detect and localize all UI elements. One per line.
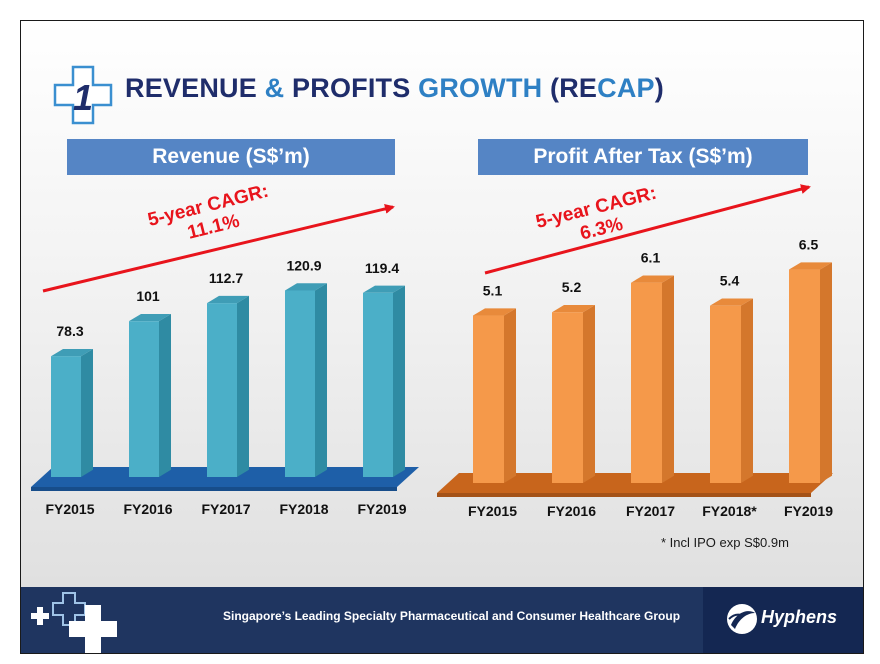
title-part-5: CAP [597, 73, 655, 103]
data-label: 78.3 [56, 323, 83, 339]
bar-top [129, 313, 171, 322]
bar-top [552, 305, 595, 313]
footer: Singapore’s Leading Specialty Pharmaceut… [21, 587, 863, 653]
title-part-0: REVENUE [125, 73, 257, 103]
brand-logo: Hyphens [703, 587, 863, 653]
bar [710, 298, 753, 483]
bar-top [473, 308, 516, 316]
bar [51, 348, 93, 477]
title-part-1: & [256, 73, 293, 103]
bar [473, 308, 516, 483]
profit-chart-title: Profit After Tax (S$’m) [478, 139, 808, 175]
bar-top [207, 295, 249, 304]
data-label: 120.9 [286, 257, 321, 273]
title-part-3: GROWTH [418, 73, 551, 103]
bar-side [820, 262, 832, 483]
profit-cagr-arrow [484, 184, 811, 275]
bar-front [285, 290, 315, 477]
cross-logo-icon [31, 592, 117, 653]
bar-front [710, 305, 741, 483]
category-label: FY2018* [702, 503, 757, 519]
bar-top [789, 262, 832, 270]
title-number: 1 [73, 77, 93, 118]
title-part-6: ) [654, 73, 664, 103]
category-label: FY2019 [357, 501, 406, 517]
data-label: 119.4 [365, 260, 399, 276]
page-title: REVENUE & PROFITS GROWTH (RECAP) [125, 73, 664, 104]
revenue-cagr-arrow [42, 204, 395, 293]
revenue-chart: 78.3 FY2015 101 FY2016 112.7 FY2017 120.9 FY201… [31, 257, 419, 517]
chart-floor-edge [437, 493, 811, 497]
category-label: FY2015 [45, 501, 94, 517]
bar [552, 305, 595, 483]
bar-front [363, 292, 393, 477]
category-label: FY2019 [784, 503, 833, 519]
category-label: FY2018 [279, 501, 328, 517]
category-label: FY2016 [123, 501, 172, 517]
bar-top [710, 298, 753, 306]
bar-side [741, 298, 753, 483]
data-label: 6.5 [799, 237, 819, 253]
bar-top [285, 283, 327, 291]
bar [363, 285, 405, 477]
bar-top [51, 348, 93, 357]
revenue-chart-title: Revenue (S$’m) [67, 139, 395, 175]
bar-side [583, 305, 595, 483]
bar [285, 283, 327, 477]
title-part-4: (RE [550, 73, 598, 103]
bar-front [129, 321, 159, 477]
bar-front [631, 282, 662, 483]
footnote: * Incl IPO exp S$0.9m [661, 535, 789, 550]
bar-side [662, 275, 674, 483]
bar-front [207, 303, 237, 477]
data-label: 5.2 [562, 279, 582, 295]
bar-side [393, 285, 405, 477]
bar [129, 313, 171, 477]
bar-charts: 78.3 FY2015 101 FY2016 112.7 FY2017 120.9 FY201… [31, 184, 833, 519]
hyphens-logo-icon [727, 604, 757, 634]
data-label: 112.7 [209, 270, 243, 286]
data-label: 101 [136, 288, 160, 304]
bar-front [473, 315, 504, 483]
bar [207, 295, 249, 477]
bar-side [504, 308, 516, 483]
category-label: FY2015 [468, 503, 517, 519]
bar-top [631, 275, 674, 283]
cross-number-icon: 1 [53, 65, 113, 125]
bar-front [789, 269, 820, 483]
bar-side [315, 283, 327, 477]
brand-name: Hyphens [761, 607, 838, 627]
chart-floor-edge [31, 487, 397, 491]
data-label: 5.4 [720, 273, 740, 289]
category-label: FY2017 [201, 501, 250, 517]
slide: 1 REVENUE & PROFITS GROWTH (RECAP) Reven… [20, 20, 864, 654]
profit-chart: 5.1 FY2015 5.2 FY2016 6.1 FY2017 5.4 FY2018* 6.5… [437, 237, 833, 519]
bar-side [237, 295, 249, 477]
bar-side [81, 348, 93, 477]
bar-front [552, 312, 583, 483]
bar-front [51, 356, 81, 477]
data-label: 6.1 [641, 250, 661, 266]
title-part-2: PROFITS [292, 73, 419, 103]
bar-side [159, 313, 171, 477]
data-label: 5.1 [483, 283, 503, 299]
bar [631, 275, 674, 483]
category-label: FY2017 [626, 503, 675, 519]
bar [789, 262, 832, 483]
footer-tagline: Singapore’s Leading Specialty Pharmaceut… [223, 609, 681, 623]
bar-top [363, 285, 405, 293]
category-label: FY2016 [547, 503, 596, 519]
